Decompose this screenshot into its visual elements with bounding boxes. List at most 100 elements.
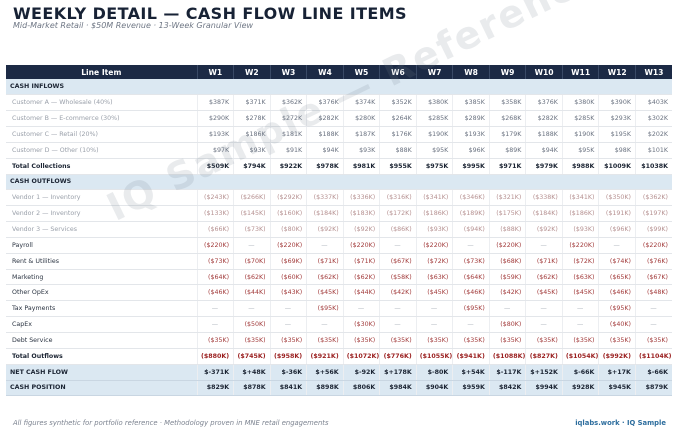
value-cell: ($64K)	[452, 269, 490, 286]
value-cell: $94K	[525, 142, 563, 159]
value-cell: ($46K)	[598, 284, 636, 302]
value-cell: ($362K)	[634, 189, 672, 207]
value-cell: $280K	[342, 110, 380, 128]
value-cell: ($921K)	[306, 347, 344, 365]
value-cell: $268K	[488, 110, 526, 128]
value-cell: ($880K)	[196, 347, 234, 365]
value-cell: $922K	[269, 157, 307, 175]
value-cell: $181K	[269, 126, 307, 143]
value-cell: ($186K)	[561, 205, 599, 223]
value-cell: —	[452, 237, 490, 254]
value-cell: ($197K)	[634, 205, 672, 223]
value-cell: $955K	[379, 157, 417, 175]
column-header-week: W5	[342, 65, 380, 79]
column-header-line-item: Line Item	[6, 65, 198, 79]
value-cell: $995K	[452, 157, 490, 175]
value-cell: $188K	[306, 126, 344, 143]
section-label: CASH INFLOWS	[6, 79, 672, 96]
value-cell: $841K	[269, 380, 307, 397]
value-cell: ($94K)	[452, 221, 490, 238]
value-cell: ($67K)	[634, 269, 672, 286]
value-cell: ($1104K)	[634, 347, 672, 365]
value-cell: —	[233, 237, 271, 254]
total-row: Total Collections $509K $794K $922K $978K $98…	[6, 157, 672, 175]
value-cell: ($93K)	[415, 221, 453, 238]
value-cell: ($72K)	[415, 253, 453, 270]
value-cell: ($220K)	[269, 237, 307, 254]
row-label: Total Outflows	[6, 347, 198, 365]
value-cell: ($68K)	[488, 253, 526, 270]
value-cell: $945K	[598, 380, 636, 397]
value-cell: ($88K)	[488, 221, 526, 238]
value-cell: —	[525, 316, 563, 333]
value-cell: $285K	[561, 110, 599, 128]
value-cell: —	[525, 237, 563, 254]
value-cell: ($92K)	[306, 221, 344, 238]
value-cell: ($48K)	[634, 284, 672, 302]
value-cell: $979K	[525, 157, 563, 175]
value-cell: ($45K)	[561, 284, 599, 302]
table-row: Payroll ($220K) — ($220K) — ($220K) — ($220K) —(…	[6, 237, 672, 254]
row-label: Other OpEx	[6, 284, 198, 302]
table-row: Tax Payments — — — ($95K) — — — ($95K) — — — ($95K) —	[6, 300, 672, 318]
value-cell: ($1055K)	[415, 347, 453, 365]
value-cell: —	[525, 300, 563, 318]
value-cell: $+17K	[598, 364, 636, 381]
value-cell: $285K	[415, 110, 453, 128]
value-cell: $190K	[561, 126, 599, 143]
row-label: Rent & Utilities	[6, 253, 198, 270]
value-cell: $988K	[561, 157, 599, 175]
page-subtitle: Mid-Market Retail · $50M Revenue · 13-We…	[13, 21, 254, 30]
total-row: Total Outflows ($880K) ($745K) ($958K) ($921…	[6, 347, 672, 365]
value-cell: ($350K)	[598, 189, 636, 207]
value-cell: $975K	[415, 157, 453, 175]
value-cell: ($220K)	[196, 237, 234, 254]
value-cell: $176K	[379, 126, 417, 143]
value-cell: ($220K)	[561, 237, 599, 254]
row-label: Vendor 1 — Inventory	[6, 189, 198, 207]
value-cell: —	[452, 316, 490, 333]
value-cell: ($346K)	[452, 189, 490, 207]
value-cell: $981K	[342, 157, 380, 175]
value-cell: $509K	[196, 157, 234, 175]
value-cell: $878K	[233, 380, 271, 397]
value-cell: $91K	[269, 142, 307, 159]
row-label: Customer A — Wholesale (40%)	[6, 94, 198, 112]
value-cell: $390K	[598, 94, 636, 112]
value-cell: ($35K)	[598, 332, 636, 349]
value-cell: ($69K)	[269, 253, 307, 270]
value-cell: ($92K)	[342, 221, 380, 238]
value-cell: ($958K)	[269, 347, 307, 365]
value-cell: $984K	[379, 380, 417, 397]
section-label: CASH OUTFLOWS	[6, 174, 672, 191]
value-cell: ($220K)	[634, 237, 672, 254]
value-cell: ($44K)	[233, 284, 271, 302]
value-cell: ($70K)	[233, 253, 271, 270]
value-cell: ($42K)	[379, 284, 417, 302]
value-cell: $994K	[525, 380, 563, 397]
value-cell: $96K	[452, 142, 490, 159]
value-cell: ($62K)	[525, 269, 563, 286]
value-cell: $806K	[342, 380, 380, 397]
column-header-week: W2	[233, 65, 271, 79]
value-cell: —	[561, 316, 599, 333]
value-cell: ($62K)	[342, 269, 380, 286]
value-cell: —	[379, 237, 417, 254]
value-cell: ($96K)	[598, 221, 636, 238]
value-cell: $879K	[634, 380, 672, 397]
column-header-week: W11	[561, 65, 599, 79]
value-cell: —	[196, 300, 234, 318]
value-cell: ($86K)	[379, 221, 417, 238]
value-cell: ($745K)	[233, 347, 271, 365]
value-cell: $374K	[342, 94, 380, 112]
value-cell: ($35K)	[634, 332, 672, 349]
value-cell: ($992K)	[598, 347, 636, 365]
column-header-week: W4	[306, 65, 344, 79]
value-cell: $264K	[379, 110, 417, 128]
value-cell: $97K	[196, 142, 234, 159]
value-cell: $98K	[598, 142, 636, 159]
table-row: Vendor 2 — Inventory ($133K) ($145K) ($160K…	[6, 205, 672, 223]
row-label: CapEx	[6, 316, 198, 333]
value-cell: ($341K)	[561, 189, 599, 207]
value-cell: $362K	[269, 94, 307, 112]
